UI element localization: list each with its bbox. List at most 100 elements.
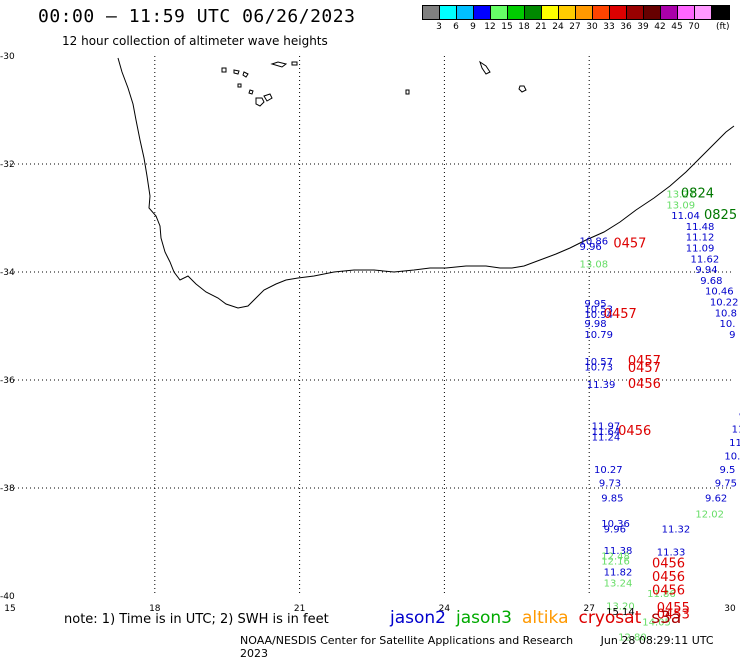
color-scale-unit: (ft) — [716, 22, 730, 32]
wave-height-label: 9.95 — [584, 299, 606, 310]
latitude-tick-label: -30 — [0, 52, 15, 62]
satellite-legend-item: altika — [522, 608, 569, 628]
longitude-tick-label: 30 — [724, 604, 736, 614]
color-scale-swatch — [712, 6, 729, 19]
wave-height-label: 10.22 — [710, 297, 739, 308]
pass-time-label: 0456 — [618, 424, 651, 439]
wave-height-label: 10. — [724, 451, 740, 462]
color-scale-swatch — [695, 6, 712, 19]
color-scale: (ft) 3 6 9 12 15 18 21 24 27 30 33 36 39 42 45 70 — [422, 5, 730, 34]
wave-height-label: 12.48 — [601, 551, 630, 562]
pass-time-label: 0457 — [628, 361, 661, 376]
satellite-legend-item: s3a — [651, 608, 682, 628]
satellite-legend-item: jason3 — [456, 608, 512, 628]
wave-height-label: 11.12 — [686, 233, 715, 244]
color-scale-label: 30 — [586, 22, 598, 32]
wave-height-label: 9.85 — [601, 494, 623, 505]
color-scale-swatch — [627, 6, 644, 19]
color-scale-swatch — [525, 6, 542, 19]
color-scale-swatch — [644, 6, 661, 19]
wave-height-label: 10.8 — [715, 308, 737, 319]
page-subtitle: 12 hour collection of altimeter wave hei… — [62, 34, 328, 48]
wave-height-label: 11.64 — [592, 427, 621, 438]
wave-height-label: 10.79 — [584, 330, 613, 341]
wave-height-label: 11.38 — [604, 546, 633, 557]
wave-height-label: 13.09 — [666, 200, 695, 211]
pass-time-label: 0456 — [652, 556, 685, 571]
pass-time-label: 0456 — [652, 570, 685, 585]
wave-height-label: 10.46 — [705, 287, 734, 298]
wave-height-label: 11.24 — [592, 432, 621, 443]
wave-height-label: 9.73 — [599, 478, 621, 489]
color-scale-label: 70 — [688, 22, 700, 32]
wave-height-label: 11.86 — [647, 589, 676, 600]
coastline — [117, 57, 735, 309]
color-scale-swatch — [440, 6, 457, 19]
longitude-tick-label: 24 — [439, 604, 451, 614]
wave-height-label: 13.20 — [606, 602, 635, 613]
color-scale-label: 15 — [501, 22, 513, 32]
latitude-tick-label: -32 — [0, 160, 15, 170]
wave-height-label: 9.96 — [604, 524, 626, 535]
wave-height-label: 9.75 — [715, 478, 737, 489]
page-title: 00:00 – 11:59 UTC 06/26/2023 — [38, 6, 356, 27]
islands — [221, 60, 527, 107]
wave-height-label: 12.80 — [618, 632, 647, 643]
longitude-tick-label: 27 — [583, 604, 594, 614]
wave-height-label: 11 — [732, 424, 740, 435]
pass-time-label: 0456 — [628, 377, 661, 392]
color-scale-label: 3 — [436, 22, 442, 32]
pass-time-label: 0453 — [657, 608, 690, 623]
wave-height-label: 10. — [720, 319, 736, 330]
color-scale-label: 9 — [470, 22, 476, 32]
latitude-tick-label: -36 — [0, 376, 15, 386]
color-scale-label: 18 — [518, 22, 530, 32]
wave-height-label: 11.33 — [657, 548, 686, 559]
map-grid — [10, 56, 734, 596]
color-scale-swatch — [474, 6, 491, 19]
latitude-tick-label: -38 — [0, 484, 15, 494]
color-scale-label: 6 — [453, 22, 459, 32]
wave-height-label: 12.02 — [695, 510, 724, 521]
wave-height-label: 10.57 — [584, 357, 613, 368]
wave-height-label: 9 — [729, 330, 735, 341]
wave-height-label: 11.48 — [686, 222, 715, 233]
color-scale-swatch — [559, 6, 576, 19]
wave-height-label: 10.53 — [584, 305, 613, 316]
color-scale-label: 36 — [620, 22, 632, 32]
wave-height-label: 11.04 — [671, 211, 700, 222]
wave-height-label: 9.98 — [584, 319, 606, 330]
pass-time-label: 0455 — [657, 601, 690, 616]
color-scale-swatch — [576, 6, 593, 19]
wave-height-label: 13.27 — [666, 189, 695, 200]
pass-time-label: 0825 — [704, 208, 737, 223]
note-text: note: 1) Time is in UTC; 2) SWH is in fe… — [64, 612, 329, 627]
satellite-legend-item: jason2 — [390, 608, 446, 628]
wave-height-label: 10.73 — [584, 362, 613, 373]
color-scale-label: 27 — [569, 22, 581, 32]
wave-height-label: 10.27 — [594, 465, 623, 476]
footer: NOAA/NESDIS Center for Satellite Applica… — [240, 634, 740, 660]
color-scale-swatch — [491, 6, 508, 19]
color-scale-swatch — [610, 6, 627, 19]
wave-height-label: 10.86 — [580, 236, 609, 247]
wave-height-label: 11.82 — [604, 567, 633, 578]
color-scale-label: 42 — [654, 22, 666, 32]
color-scale-swatch — [661, 6, 678, 19]
wave-height-label: 11.97 — [592, 422, 621, 433]
wave-height-label: 11.09 — [686, 243, 715, 254]
color-scale-label: 45 — [671, 22, 683, 32]
wave-height-label: 9.94 — [695, 265, 717, 276]
color-scale-label: 39 — [637, 22, 649, 32]
wave-height-label: 12.16 — [601, 557, 630, 568]
latitude-tick-label: -40 — [0, 592, 15, 602]
color-scale-swatch — [508, 6, 525, 19]
color-scale-swatch — [423, 6, 440, 19]
pass-time-label: 0457 — [604, 307, 637, 322]
wave-height-label: 11. — [729, 438, 740, 449]
footer-credit: NOAA/NESDIS Center for Satellite Applica… — [240, 634, 574, 647]
color-scale-labels: (ft) 3 6 9 12 15 18 21 24 27 30 33 36 39 42 45 70 — [422, 20, 729, 34]
longitude-tick-label: 15 — [4, 604, 15, 614]
wave-height-label: 9 — [739, 411, 740, 422]
